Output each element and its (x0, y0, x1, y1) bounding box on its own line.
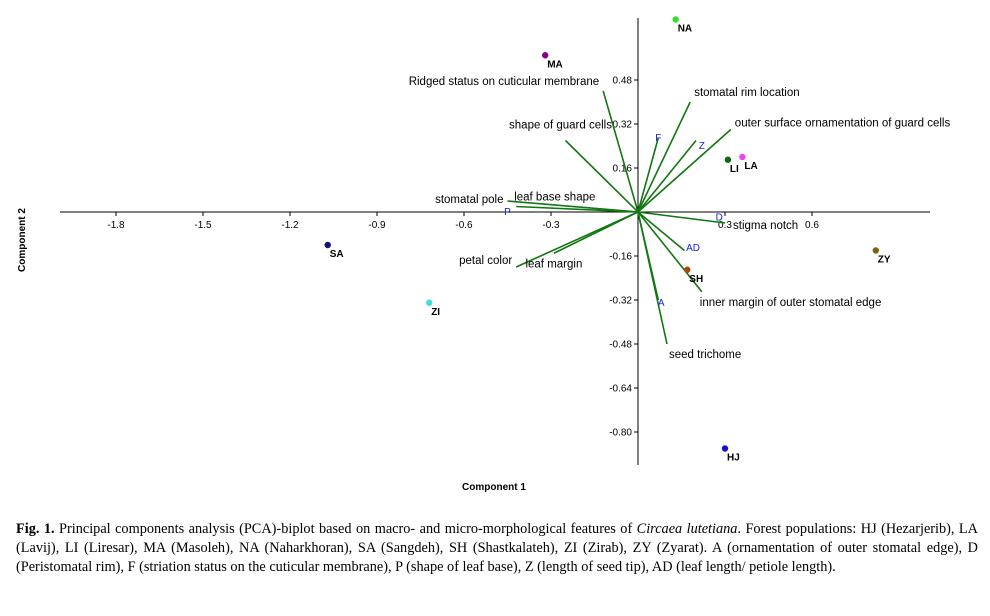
figure-caption: Fig. 1. Principal components analysis (P… (16, 520, 978, 577)
population-label: LA (744, 161, 757, 172)
loading-vector (602, 90, 639, 213)
y-tick-label: -0.80 (609, 428, 632, 439)
population-points: NA MA LI LA SA ZI ZY SH HJ (324, 16, 891, 464)
y-tick-label: -0.16 (609, 252, 632, 263)
x-tick-label: 0.3 (718, 220, 732, 231)
loading-vector (637, 137, 660, 213)
loading-vector (553, 211, 639, 254)
population-label: LI (730, 164, 739, 175)
vector-label: leaf margin (525, 258, 582, 270)
loading-vector (516, 205, 639, 213)
vector-letter: F (655, 133, 661, 144)
vector-label: stomatal rim location (694, 87, 799, 99)
y-tick-label: -0.48 (609, 340, 632, 351)
x-axis-title: Component 1 (462, 482, 526, 493)
vector-letter: A (658, 298, 665, 309)
vector-label: shape of guard cells (509, 120, 612, 132)
loading-vector (637, 101, 691, 213)
vector-letter: AD (686, 243, 700, 254)
loading-vector (637, 128, 732, 213)
population-point (724, 156, 732, 163)
population-point (324, 241, 331, 249)
loading-vector (637, 139, 697, 213)
y-tick-label: 0.48 (613, 76, 633, 87)
loading-vector (637, 211, 703, 293)
caption-species: Circaea lutetiana (636, 521, 738, 537)
population-point (739, 153, 746, 161)
y-tick-label: -0.64 (609, 384, 632, 395)
x-tick-label: -0.6 (455, 220, 473, 231)
population-label: HJ (727, 453, 740, 464)
population-label: MA (547, 59, 563, 70)
population-label: NA (678, 24, 692, 35)
vector-letter: Z (699, 141, 705, 152)
vector-label: inner margin of outer stomatal edge (700, 297, 882, 309)
vector-label: petal color (459, 255, 512, 267)
vector-label: leaf base shape (514, 192, 595, 204)
x-tick-label: -0.3 (542, 220, 560, 231)
population-point (721, 445, 729, 452)
population-point (542, 52, 549, 59)
vector-label: outer surface ornamentation of guard cel… (735, 118, 951, 130)
population-label: ZY (878, 255, 891, 266)
x-tick-label: 0.6 (805, 220, 819, 231)
y-tick-label: 0.32 (613, 120, 633, 131)
caption-text-2: . Forest populations: HJ (Hezarjerib), L… (16, 521, 978, 575)
x-tick-label: -0.9 (368, 220, 386, 231)
population-label: SA (330, 249, 344, 260)
vector-label: seed trichome (669, 349, 741, 361)
population-label: SH (689, 274, 703, 285)
vector-letter: P (504, 207, 511, 218)
loading-vector (507, 200, 639, 213)
caption-text-1: Principal components analysis (PCA)-bipl… (54, 521, 637, 537)
loading-vector (637, 211, 660, 301)
vector-label: Ridged status on cuticular membrane (409, 76, 600, 88)
x-tick-label: -1.2 (281, 220, 299, 231)
population-point (684, 266, 691, 273)
population-point (672, 16, 679, 23)
x-tick-label: -1.8 (107, 220, 125, 231)
x-tick-label: -1.5 (194, 220, 212, 231)
axes: -1.8 -1.5 -1.2 -0.9 -0.6 -0.3 0.3 0.6 0.48 0.32 0.… (60, 18, 930, 465)
pca-biplot: -1.8 -1.5 -1.2 -0.9 -0.6 -0.3 0.3 0.6 0.48 0.32 0.… (17, 16, 951, 493)
loading-vectors: Ridged status on cuticular membrane stoma… (409, 76, 951, 361)
population-point (426, 299, 433, 306)
loading-vector (637, 211, 685, 252)
vector-label: stigma notch (733, 220, 798, 232)
y-tick-label: -0.32 (609, 296, 632, 307)
population-point (872, 247, 879, 254)
loading-vector (637, 211, 726, 224)
y-tick-label: 0.16 (613, 164, 633, 175)
vector-letter: D (716, 213, 723, 224)
vector-label: stomatal pole (435, 194, 503, 206)
y-axis-title: Component 2 (17, 208, 28, 272)
loading-vector (564, 139, 639, 213)
population-label: ZI (431, 307, 440, 318)
figure-label: Fig. 1. (16, 521, 55, 537)
